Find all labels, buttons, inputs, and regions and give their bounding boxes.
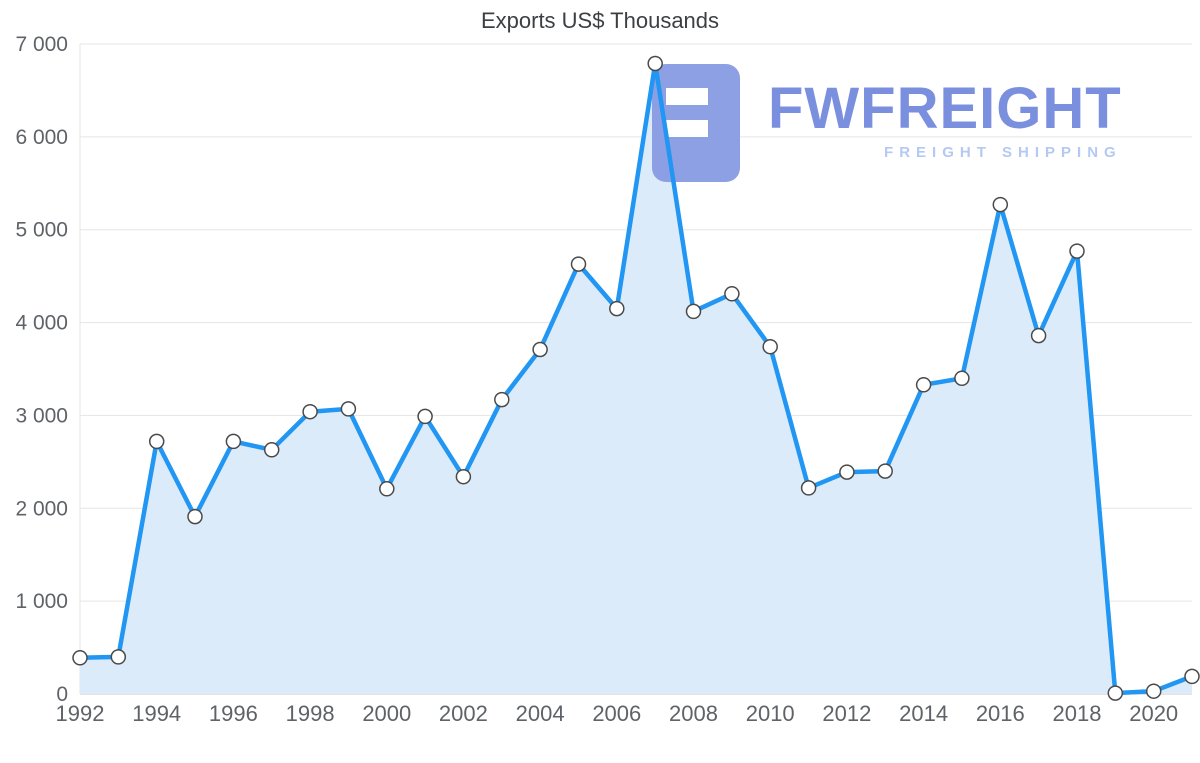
x-tick-label: 2008: [669, 701, 718, 726]
x-tick-label: 2012: [822, 701, 871, 726]
brand-tagline: FREIGHT SHIPPING: [884, 144, 1122, 161]
data-point[interactable]: [1145, 683, 1162, 699]
data-point[interactable]: [455, 468, 472, 485]
data-point[interactable]: [954, 370, 970, 387]
x-tick-label: 2018: [1053, 701, 1102, 726]
data-point[interactable]: [532, 341, 548, 358]
data-point[interactable]: [762, 338, 778, 355]
data-point[interactable]: [1107, 685, 1124, 701]
data-point[interactable]: [570, 256, 587, 272]
y-tick-label: 3 000: [15, 404, 68, 427]
data-point[interactable]: [263, 442, 280, 458]
data-point[interactable]: [609, 300, 625, 317]
area-fill: [80, 63, 1192, 694]
data-point[interactable]: [685, 303, 702, 320]
data-point[interactable]: [379, 481, 395, 497]
x-tick-label: 1996: [209, 701, 258, 726]
x-tick-label: 2016: [976, 701, 1025, 726]
data-point[interactable]: [417, 408, 433, 425]
x-tick-label: 2002: [439, 701, 488, 726]
x-tick-label: 2020: [1129, 701, 1178, 726]
data-point[interactable]: [110, 649, 127, 665]
x-tick-label: 2004: [516, 701, 565, 726]
brand-text-block: FWFREIGHT FREIGHT SHIPPING: [768, 64, 1122, 162]
brand-watermark: FWFREIGHT FREIGHT SHIPPING: [652, 64, 1122, 182]
chart-title: Exports US$ Thousands: [480, 8, 720, 33]
y-tick-label: 1 000: [15, 590, 68, 613]
data-point[interactable]: [1030, 327, 1047, 344]
data-point[interactable]: [187, 508, 203, 525]
data-point[interactable]: [915, 377, 932, 393]
y-tick-label: 7 000: [15, 33, 68, 56]
x-tick-label: 2000: [362, 701, 411, 726]
y-tick-label: 0: [56, 683, 68, 706]
data-point[interactable]: [148, 433, 165, 450]
data-point[interactable]: [992, 196, 1009, 213]
x-tick-label: 1998: [286, 701, 335, 726]
data-point[interactable]: [494, 391, 510, 408]
line-series: [77, 61, 1195, 696]
data-point[interactable]: [72, 650, 88, 666]
x-tick-label: 2014: [899, 701, 948, 726]
data-point[interactable]: [647, 55, 663, 72]
data-point[interactable]: [1184, 668, 1200, 685]
data-point[interactable]: [302, 403, 318, 420]
y-tick-label: 2 000: [15, 497, 68, 520]
x-tick-label: 1992: [56, 701, 105, 726]
data-point[interactable]: [800, 480, 817, 496]
y-tick-label: 5 000: [15, 219, 68, 242]
brand-logo-icon: [652, 64, 740, 182]
y-tick-label: 6 000: [15, 126, 68, 149]
data-point[interactable]: [877, 463, 893, 479]
x-tick-label: 2010: [746, 701, 795, 726]
x-tick-label: 1994: [132, 701, 181, 726]
data-point[interactable]: [340, 401, 357, 417]
data-point[interactable]: [225, 433, 242, 450]
y-tick-label: 4 000: [15, 312, 68, 335]
x-tick-label: 2006: [592, 701, 641, 726]
brand-name: FWFREIGHT: [768, 76, 1122, 141]
data-point[interactable]: [1069, 243, 1085, 259]
data-point[interactable]: [839, 464, 855, 480]
data-point[interactable]: [724, 286, 740, 302]
